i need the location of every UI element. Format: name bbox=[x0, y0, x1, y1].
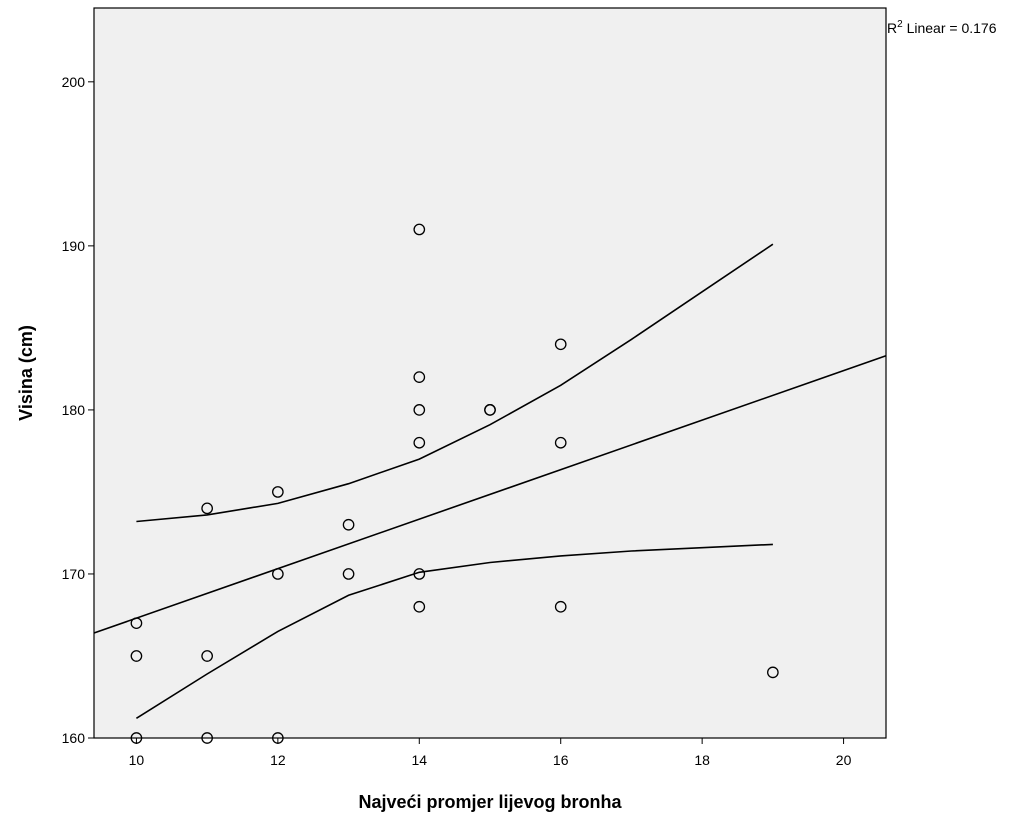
x-tick-label: 10 bbox=[129, 752, 145, 768]
data-point bbox=[554, 338, 567, 351]
ci-upper-line bbox=[136, 243, 774, 523]
data-point bbox=[554, 600, 567, 613]
data-point bbox=[342, 518, 355, 531]
data-point bbox=[272, 486, 284, 498]
x-tick-label: 14 bbox=[411, 752, 427, 768]
y-tick-label: 160 bbox=[62, 730, 86, 746]
data-point bbox=[484, 404, 496, 416]
data-point bbox=[413, 371, 426, 383]
data-point bbox=[413, 436, 426, 449]
data-point bbox=[130, 650, 143, 662]
y-tick-label: 180 bbox=[62, 402, 86, 418]
r2-prefix: R bbox=[887, 20, 897, 36]
x-tick-label: 18 bbox=[694, 752, 710, 768]
plot-area bbox=[93, 7, 887, 739]
data-point bbox=[767, 666, 779, 679]
data-point bbox=[413, 404, 426, 416]
x-tick-label: 16 bbox=[553, 752, 569, 768]
data-point bbox=[413, 568, 426, 580]
x-axis-title: Najveći promjer lijevog bronha bbox=[358, 792, 622, 812]
ci-lower-line bbox=[135, 543, 773, 719]
data-point bbox=[201, 650, 213, 662]
axes: 10 12 14 16 18 20 160 170 180 190 200 bbox=[62, 74, 852, 768]
data-point bbox=[201, 502, 213, 515]
x-tick-label: 12 bbox=[270, 752, 286, 768]
y-tick-label: 170 bbox=[62, 566, 86, 582]
data-points bbox=[130, 223, 779, 744]
data-point bbox=[342, 568, 355, 580]
data-point bbox=[554, 436, 567, 449]
r2-annotation: R2 Linear = 0.176 bbox=[887, 19, 997, 36]
r2-value-text: Linear = 0.176 bbox=[903, 20, 997, 36]
data-point bbox=[272, 568, 284, 580]
data-point bbox=[201, 732, 213, 744]
y-tick-label: 190 bbox=[62, 238, 86, 254]
fit-line-group bbox=[93, 355, 887, 634]
linear-fit-line bbox=[93, 355, 887, 634]
y-tick-label: 200 bbox=[62, 74, 86, 90]
r2-superscript: 2 bbox=[897, 19, 903, 30]
data-point bbox=[413, 223, 426, 236]
confidence-band bbox=[135, 243, 774, 719]
y-axis-title: Visina (cm) bbox=[16, 325, 36, 421]
data-point bbox=[130, 617, 143, 630]
data-point bbox=[413, 600, 426, 613]
x-tick-label: 20 bbox=[836, 752, 852, 768]
